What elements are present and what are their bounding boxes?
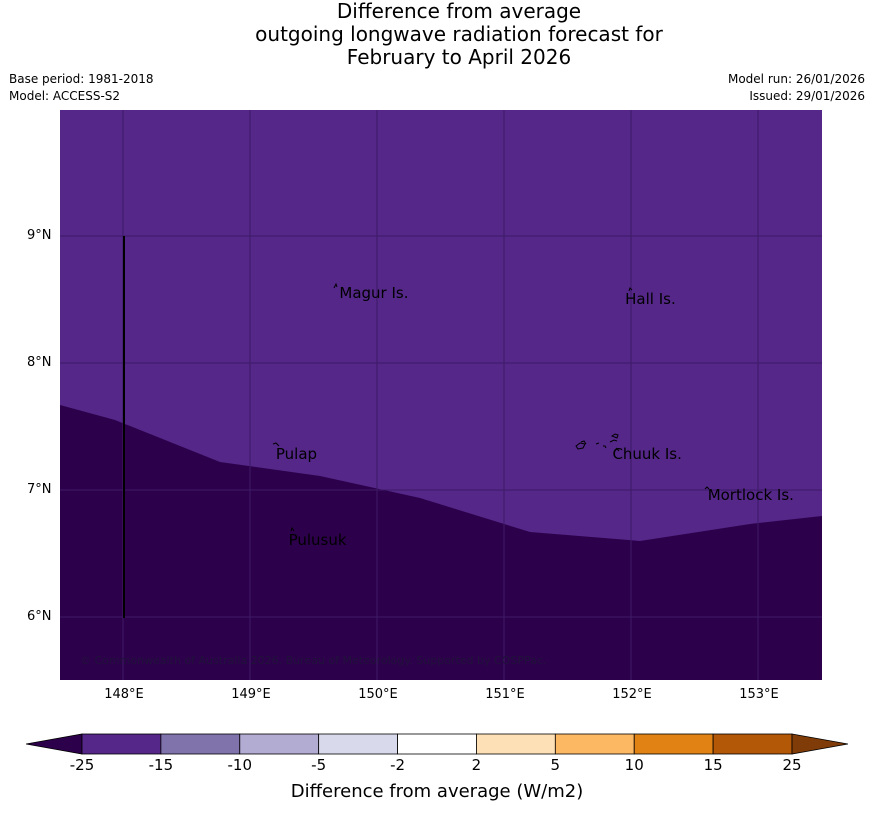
colorbar-segment <box>712 733 793 755</box>
island-mortlock <box>704 486 710 490</box>
colorbar-tick-label: -10 <box>227 756 253 774</box>
colorbar-segment <box>81 733 162 755</box>
place-label: Hall Is. <box>625 290 676 308</box>
base-period: Base period: 1981-2018 <box>9 72 154 86</box>
colorbar-tick-label: 5 <box>550 756 561 774</box>
title-line-1: Difference from average <box>336 0 582 23</box>
colorbar-tick-label: 10 <box>624 756 644 774</box>
figure-title: Difference from average outgoing longwav… <box>0 0 873 69</box>
place-label: Pulusuk <box>288 530 347 549</box>
lon-label: 153°E <box>739 687 779 702</box>
meta-right: Model run: 26/01/2026 Issued: 29/01/2026 <box>728 71 865 105</box>
place-label: Chuuk Is. <box>612 444 682 463</box>
copyright-notice: © Commonwealth of Australia 2026, Bureau… <box>80 654 547 667</box>
lat-label: 6°N <box>27 609 52 624</box>
lat-label: 8°N <box>27 355 52 370</box>
island-chuuk <box>575 433 620 452</box>
colorbar-segment <box>633 733 714 755</box>
lon-label: 149°E <box>231 687 271 702</box>
colorbar-tick-label: 2 <box>471 756 482 774</box>
map-canvas <box>60 110 822 680</box>
issued-date: Issued: 29/01/2026 <box>749 89 865 103</box>
island-pulap <box>272 442 280 447</box>
island-outlines <box>272 282 710 532</box>
place-label: Pulap <box>275 444 318 463</box>
lon-label: 148°E <box>104 687 144 702</box>
lon-label: 151°E <box>485 687 525 702</box>
place-label: Mortlock Is. <box>707 486 794 505</box>
title-line-2: outgoing longwave radiation forecast for <box>255 22 663 46</box>
colorbar-extend-high <box>791 733 848 755</box>
map-area: Magur Is. Hall Is. Pulap Chuuk Is. Mortlock … <box>60 110 822 680</box>
colorbar-segment <box>318 733 398 755</box>
colorbar-tick-label: -2 <box>390 756 406 774</box>
lon-label: 150°E <box>358 687 398 702</box>
model-run: Model run: 26/01/2026 <box>727 72 865 86</box>
island-pulusuk <box>290 526 295 532</box>
colorbar-segment <box>554 733 635 755</box>
colorbar-segment <box>239 733 320 755</box>
colorbar-tick-label: -15 <box>148 756 174 774</box>
colorbar <box>26 733 848 755</box>
lon-label: 152°E <box>612 687 652 702</box>
colorbar-segment <box>397 733 477 755</box>
colorbar-label: Difference from average (W/m2) <box>290 781 584 802</box>
lat-label: 9°N <box>27 228 52 243</box>
lat-label: 7°N <box>27 482 52 497</box>
colorbar-tick-label: 25 <box>782 756 802 774</box>
colorbar-tick-label: -5 <box>311 756 327 774</box>
model-name: Model: ACCESS-S2 <box>9 89 121 103</box>
colorbar-tick-label: -25 <box>69 756 95 774</box>
island-hall <box>628 287 633 292</box>
colorbar-extend-low <box>26 733 83 755</box>
colorbar-tick-label: 15 <box>703 756 723 774</box>
island-magur <box>333 282 338 289</box>
meta-left: Base period: 1981-2018 Model: ACCESS-S2 <box>9 71 154 105</box>
colorbar-segment <box>476 733 556 755</box>
title-line-3: February to April 2026 <box>346 45 572 69</box>
colorbar-segment <box>160 733 241 755</box>
place-label: Magur Is. <box>339 283 409 302</box>
